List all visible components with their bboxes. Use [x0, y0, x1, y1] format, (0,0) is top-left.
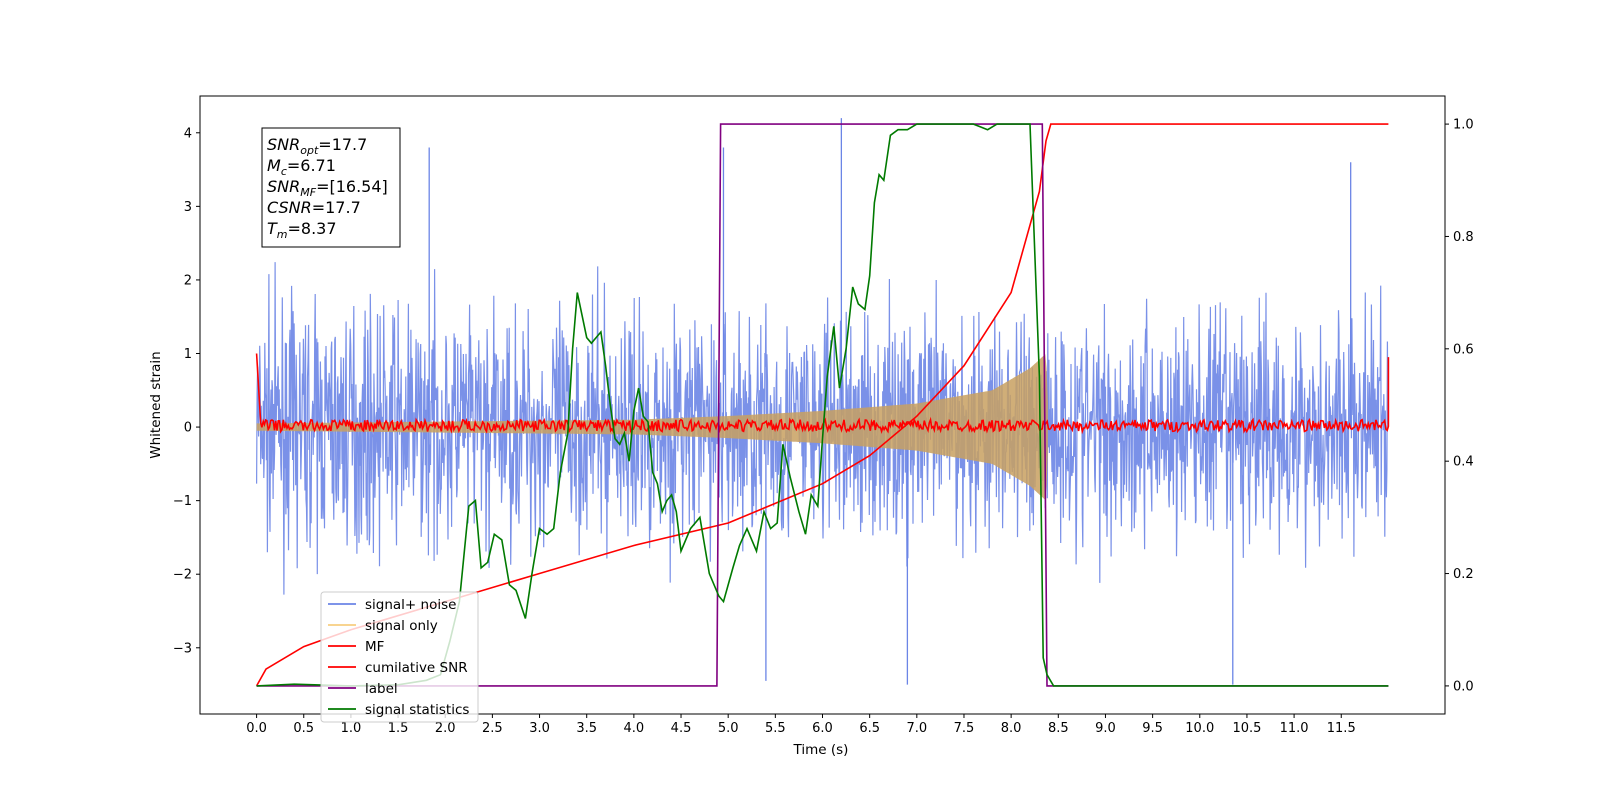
- x-tick-label: 11.5: [1327, 721, 1356, 736]
- x-tick-label: 7.0: [906, 721, 927, 736]
- x-tick-label: 9.0: [1095, 721, 1116, 736]
- x-tick-label: 8.5: [1048, 721, 1069, 736]
- legend-entry-label: signal statistics: [365, 702, 469, 718]
- x-tick-label: 2.5: [482, 721, 503, 736]
- y-tick-label: 2: [184, 273, 192, 288]
- y2-tick-label: 0.0: [1453, 679, 1474, 694]
- x-tick-label: 3.0: [529, 721, 550, 736]
- x-tick-label: 0.0: [246, 721, 267, 736]
- y-axis-label: Whitened strain: [148, 351, 164, 458]
- y2-tick-label: 0.8: [1453, 230, 1474, 245]
- x-tick-label: 10.5: [1232, 721, 1261, 736]
- legend: signal+ noise signal only MF cumilative SNR…: [320, 591, 479, 723]
- x-tick-label: 8.0: [1001, 721, 1022, 736]
- legend-entry-label: signal only: [365, 618, 438, 634]
- legend-entry-label: label: [365, 681, 398, 697]
- info-line-snr-opt: SNRopt=17.7: [267, 135, 367, 157]
- x-tick-label: 1.0: [341, 721, 362, 736]
- info-annotation-box: SNRopt=17.7Mc=6.71SNRMF=[16.54]CSNR=17.7…: [261, 127, 401, 248]
- x-tick-label: 9.5: [1142, 721, 1163, 736]
- y2-tick-label: 0.4: [1453, 455, 1474, 470]
- y-tick-label: −3: [173, 641, 192, 656]
- x-tick-label: 6.0: [812, 721, 833, 736]
- legend-frame: [320, 591, 479, 723]
- signal-statistics-line: [256, 123, 1389, 687]
- x-tick-label: 4.5: [671, 721, 692, 736]
- y-tick-label: 1: [184, 347, 192, 362]
- x-tick-label: 4.0: [624, 721, 645, 736]
- x-tick-label: 10.0: [1185, 721, 1214, 736]
- y-tick-label: 4: [184, 126, 192, 141]
- x-tick-label: 11.0: [1280, 721, 1309, 736]
- x-tick-label: 5.5: [765, 721, 786, 736]
- info-box-frame: [261, 127, 401, 248]
- legend-entry-label: MF: [365, 639, 384, 655]
- x-tick-label: 7.5: [954, 721, 975, 736]
- info-line-snr-mf: SNRMF=[16.54]: [267, 177, 388, 199]
- info-line-tm: Tm=8.37: [267, 219, 337, 241]
- x-axis-label: Time (s): [793, 742, 849, 758]
- y-tick-label: 0: [184, 421, 192, 436]
- x-tick-label: 3.5: [576, 721, 597, 736]
- x-tick-label: 5.0: [718, 721, 739, 736]
- y-axis-ticks: 4 3 2 1 0 −1 −2 −3: [173, 126, 200, 656]
- y2-tick-label: 0.2: [1453, 567, 1474, 582]
- x-tick-label: 6.5: [859, 721, 880, 736]
- y2-tick-label: 1.0: [1453, 118, 1474, 133]
- x-tick-label: 2.0: [435, 721, 456, 736]
- y-tick-label: 3: [184, 200, 192, 215]
- x-tick-label: 0.5: [293, 721, 314, 736]
- legend-entry-label: cumilative SNR: [365, 660, 468, 676]
- x-tick-label: 1.5: [388, 721, 409, 736]
- y2-axis-ticks: 1.0 0.8 0.6 0.4 0.2 0.0: [1445, 118, 1474, 694]
- y-tick-label: −2: [173, 568, 192, 583]
- legend-entry-label: signal+ noise: [365, 597, 456, 613]
- y-tick-label: −1: [173, 494, 192, 509]
- info-line-csnr: CSNR=17.7: [267, 198, 361, 217]
- y2-tick-label: 0.6: [1453, 342, 1474, 357]
- info-line-mc: Mc=6.71: [267, 156, 336, 178]
